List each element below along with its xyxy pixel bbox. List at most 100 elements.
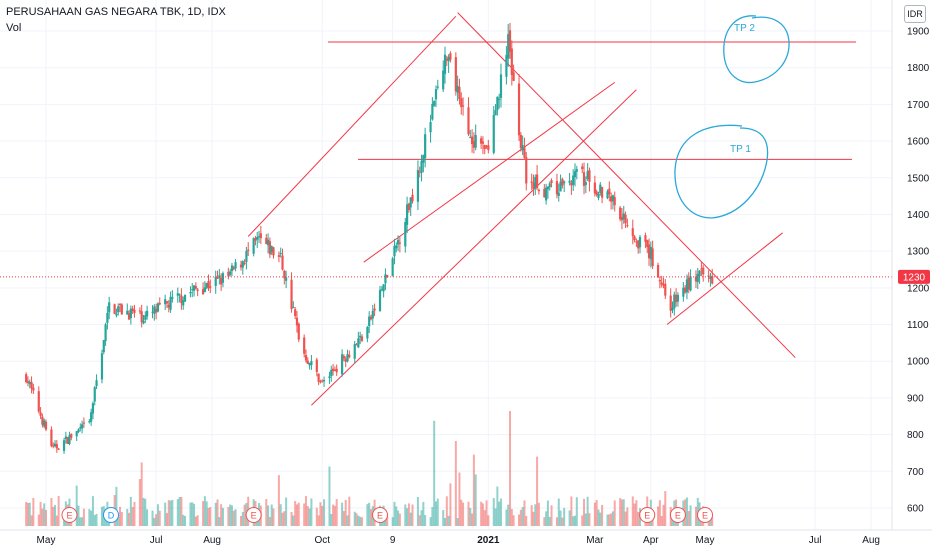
candle-body [205,283,208,288]
candle-body [321,380,324,382]
volume-bar [144,498,147,526]
candle-body [322,379,326,382]
volume-bar [536,456,539,526]
candle-body [656,264,660,278]
candle-body [344,359,347,362]
event-marker-circle [61,507,78,523]
candle-body [28,381,31,384]
volume-bar [369,509,372,526]
candle-body [104,324,107,342]
candle-body [26,381,30,383]
candle-body [644,235,647,242]
candle-body [220,277,223,285]
candle-body [487,145,490,151]
volume-bar [129,496,132,526]
candle-body [52,445,55,447]
volume-bar [537,502,540,526]
candle-body [561,178,564,186]
candle-body [443,54,447,74]
candle-body [494,110,497,116]
currency-button[interactable]: IDR [904,5,926,23]
candle-body [227,271,230,277]
candle-body [342,356,346,359]
candle-body [546,186,550,190]
volume-bar [117,516,120,526]
candle-body [151,311,154,313]
volume-bar [41,508,44,526]
volume-bar [328,466,331,526]
volume-bar [611,511,614,526]
candle-body [631,228,634,237]
volume-bar [310,498,313,526]
candle-body [93,387,96,402]
volume-bar [368,502,371,526]
candle-body [155,308,158,313]
volume-bar [530,505,533,526]
volume-bar [119,506,122,526]
volume-bar [411,504,414,526]
volume-bar [447,515,450,526]
volume-bar [474,474,477,526]
candle-body [523,147,526,158]
volume-bar [409,512,412,526]
volume-bar [169,500,172,526]
volume-bar [265,499,268,526]
candle-body [189,292,192,294]
volume-bar [660,516,663,526]
event-marker: E [372,507,389,523]
candle-body [393,245,396,257]
candle-body [572,175,575,185]
candle-body [281,255,284,270]
candle-body [82,422,86,424]
candle-body [239,264,243,268]
tp1-circle [674,124,769,219]
event-marker-label: E [702,511,708,521]
volume-bar [227,507,230,526]
volume-bar [397,510,400,526]
y-tick-label: 1000 [907,357,930,368]
volume-bar [711,517,714,526]
volume-bar [485,500,488,526]
volume-bar [45,509,47,526]
volume-bar [294,501,297,526]
candle-body [315,359,318,372]
candle-body [178,294,181,296]
volume-bar [341,502,344,526]
candle-body [711,276,714,284]
candle-body [442,70,445,90]
candle-body [79,427,82,429]
volume-bar [342,511,345,526]
volume-bar [407,503,410,526]
volume-bar [568,510,571,526]
volume-bar [593,502,596,526]
y-tick-label: 1600 [907,137,930,148]
event-marker-circle [669,507,686,523]
volume-bar [599,512,602,526]
volume-bar [317,515,320,526]
tp2-circle [723,15,790,84]
candle-body [420,160,423,173]
candle-body [277,255,281,257]
candle-body [66,437,69,444]
volume-bar [518,514,521,526]
candle-body [581,166,584,169]
volume-bar [433,420,436,526]
candle-body [164,299,167,305]
candle-body [230,265,234,272]
candle-body [254,238,257,241]
candle-body [664,283,667,296]
candle-body [37,391,40,412]
candle-body [575,169,578,172]
volume-bar [359,516,362,526]
candle-body [588,170,591,182]
volume-bar [323,499,326,526]
volume-bar [429,517,432,526]
tp2-label: TP 2 [734,23,755,34]
candle-body [633,236,636,241]
candle-body [366,327,369,339]
candle-body [118,304,122,306]
candle-body [684,287,687,293]
volume-bar [658,500,661,526]
volume-bar [472,454,475,526]
